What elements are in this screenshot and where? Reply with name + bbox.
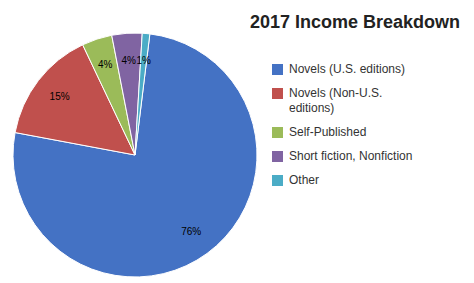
svg-text:1%: 1% [136, 55, 151, 66]
svg-text:4%: 4% [98, 59, 113, 70]
html-text:2017 Income Breakdown: 2017 Income Breakdown [249, 12, 460, 32]
html-text:Short fiction, Nonfiction: Short fiction, Nonfiction [289, 149, 413, 163]
svg-text:76%: 76% [181, 226, 201, 237]
html-text:Novels (U.S. editions): Novels (U.S. editions) [289, 62, 405, 76]
svg-text:4%: 4% [121, 55, 136, 66]
html-text:Other: Other [289, 173, 319, 187]
html-text:Self-Published: Self-Published [289, 125, 367, 139]
html-text:Novels (Non-U.S. editions): Novels (Non-U.S. editions) [289, 86, 383, 115]
svg-text:15%: 15% [50, 91, 70, 102]
